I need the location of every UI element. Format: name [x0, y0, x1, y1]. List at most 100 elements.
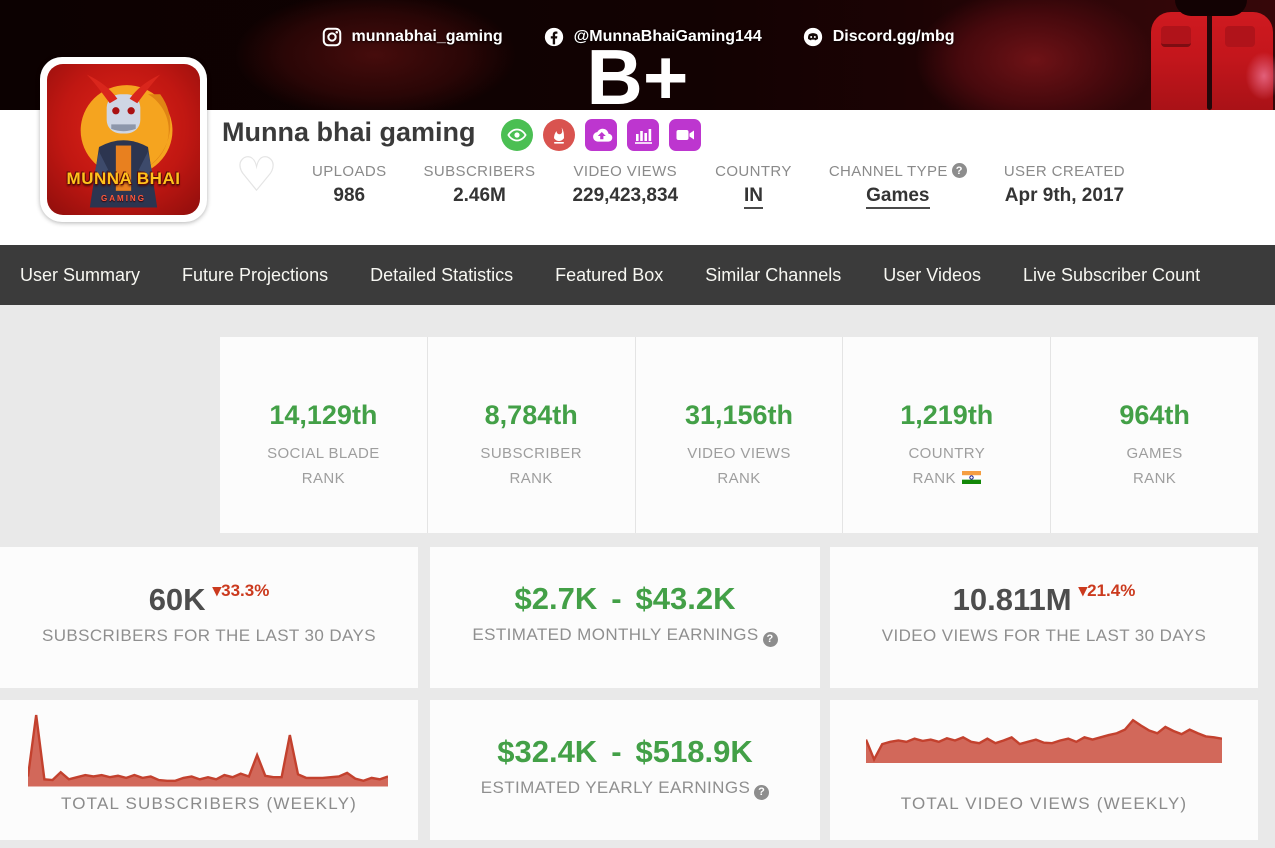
banner-mascot-silhouette: [210, 0, 540, 110]
channel-type-help-icon[interactable]: ?: [951, 163, 967, 178]
channel-type-link[interactable]: Games: [866, 185, 930, 209]
subscribers-30-days-label: SUBSCRIBERS FOR THE LAST 30 DAYS: [41, 626, 376, 645]
monthly-earnings-value: $2.7K - $43.2K: [514, 581, 736, 616]
channel-title: Munna bhai gaming: [222, 117, 476, 147]
total-subscribers-sparkline: [28, 712, 388, 787]
total-subscribers-chart-caption: TOTAL SUBSCRIBERS (WEEKLY): [60, 794, 357, 813]
stat-country: COUNTRY IN: [715, 163, 792, 209]
channel-stats-row: UPLOADS 986 SUBSCRIBERS 2.46M VIDEO VIEW…: [312, 163, 1125, 209]
stat-uploads-value: 986: [333, 185, 366, 206]
games-rank-label: GAMES RANK: [1126, 445, 1183, 487]
avatar-artwork: MUNNA BHAI GAMING: [47, 64, 200, 215]
country-rank-label: COUNTRY RANK: [843, 441, 1050, 492]
cloud-upload-icon[interactable]: [585, 119, 617, 151]
subscribers-delta: ▾33.3%: [212, 581, 270, 600]
stat-uploads: UPLOADS 986: [312, 163, 387, 207]
stat-user-created-label: USER CREATED: [1003, 163, 1126, 180]
stat-channel-type: CHANNEL TYPE? Games: [829, 163, 967, 209]
video-views-rank-label: VIDEO VIEWS RANK: [687, 445, 791, 487]
tab-similar-channels[interactable]: Similar Channels: [705, 264, 842, 285]
social-blade-rank: 14,129th SOCIAL BLADE RANK: [220, 337, 428, 533]
video-camera-icon[interactable]: [669, 119, 701, 151]
yearly-earnings-value: $32.4K - $518.9K: [497, 734, 753, 769]
monthly-earnings-help-icon[interactable]: ?: [762, 631, 778, 647]
games-rank-value: 964th: [1119, 400, 1190, 430]
channel-banner: munnabhai_gaming @MunnaBhaiGaming144 Dis…: [0, 0, 1275, 110]
yearly-earnings-help-icon[interactable]: ?: [754, 784, 770, 800]
stat-uploads-label: UPLOADS: [312, 163, 387, 180]
social-blade-rank-label: SOCIAL BLADE RANK: [267, 445, 380, 487]
monthly-earnings-label: ESTIMATED MONTHLY EARNINGS?: [430, 625, 820, 647]
discord-link[interactable]: Discord.gg/mbg: [802, 26, 955, 48]
yearly-earnings-label: ESTIMATED YEARLY EARNINGS?: [430, 778, 820, 800]
banner-pink-glow: [1241, 46, 1275, 106]
channel-avatar: MUNNA BHAI GAMING: [40, 57, 207, 222]
subscribers-30-days-card: 60K ▾33.3% SUBSCRIBERS FOR THE LAST 30 DA…: [0, 547, 418, 688]
avatar-subtitle-text: GAMING: [101, 194, 146, 203]
eye-icon[interactable]: [501, 119, 533, 151]
video-views-delta: ▾21.4%: [1078, 581, 1136, 600]
stat-user-created-value: Apr 9th, 2017: [1004, 185, 1125, 206]
video-views-rank: 31,156th VIDEO VIEWS RANK: [636, 337, 844, 533]
stat-subscribers: SUBSCRIBERS 2.46M: [424, 163, 536, 207]
banner-social-links: munnabhai_gaming @MunnaBhaiGaming144 Dis…: [321, 26, 955, 48]
tab-live-subscriber-count[interactable]: Live Subscriber Count: [1023, 264, 1201, 285]
subscriber-rank-label: SUBSCRIBER RANK: [480, 445, 582, 487]
avatar-name-text: MUNNA BHAI: [66, 169, 181, 188]
country-link[interactable]: IN: [743, 185, 763, 209]
stat-video-views-value: 229,423,834: [572, 185, 679, 206]
favorite-heart-button[interactable]: ♡: [235, 149, 279, 202]
subscribers-30-days-value: 60K: [148, 582, 206, 617]
flame-icon[interactable]: [543, 119, 575, 151]
country-rank: 1,219th COUNTRY RANK: [843, 337, 1052, 533]
grade-value: B+: [586, 33, 689, 121]
facebook-icon: [543, 26, 565, 48]
avatar-mascot-graphic: [80, 74, 173, 208]
banner-figure-hair: [1175, 0, 1247, 16]
tab-future-projections[interactable]: Future Projections: [182, 264, 329, 285]
india-flag-icon: [961, 467, 981, 492]
video-views-rank-value: 31,156th: [684, 400, 794, 430]
tab-detailed-statistics[interactable]: Detailed Statistics: [370, 264, 514, 285]
video-views-30-days-label: VIDEO VIEWS FOR THE LAST 30 DAYS: [881, 626, 1207, 645]
profile-header: MUNNA BHAI GAMING Munna bhai gaming ♡: [0, 57, 1275, 245]
stat-subscribers-value: 2.46M: [453, 185, 506, 206]
facebook-link[interactable]: @MunnaBhaiGaming144: [543, 26, 762, 48]
stat-channel-type-label: CHANNEL TYPE?: [829, 163, 967, 180]
bar-chart-icon[interactable]: [627, 119, 659, 151]
total-video-views-sparkline: [866, 716, 1222, 764]
total-video-views-chart-caption: TOTAL VIDEO VIEWS (WEEKLY): [900, 794, 1188, 813]
stat-user-created: USER CREATED Apr 9th, 2017: [1004, 163, 1125, 207]
instagram-link[interactable]: munnabhai_gaming: [321, 26, 503, 48]
stat-video-views: VIDEO VIEWS 229,423,834: [572, 163, 678, 207]
down-arrow-icon: ▾: [212, 581, 222, 600]
games-rank: 964th GAMES RANK: [1051, 337, 1258, 533]
video-views-30-days-value: 10.811M: [952, 582, 1072, 617]
total-video-views-chart-card: TOTAL VIDEO VIEWS (WEEKLY): [830, 700, 1258, 840]
video-views-30-days-card: 10.811M ▾21.4% VIDEO VIEWS FOR THE LAST 3…: [830, 547, 1258, 688]
stat-country-label: COUNTRY: [715, 163, 792, 180]
section-navbar: User Summary Future Projections Detailed…: [0, 245, 1275, 305]
tab-user-videos[interactable]: User Videos: [883, 264, 981, 285]
facebook-handle: @MunnaBhaiGaming144: [573, 28, 762, 45]
subscriber-rank: 8,784th SUBSCRIBER RANK: [428, 337, 636, 533]
ranks-card: 14,129th SOCIAL BLADE RANK 8,784th SUBSCR…: [220, 337, 1258, 533]
channel-badges: [501, 119, 701, 151]
stat-video-views-label: VIDEO VIEWS: [573, 163, 678, 180]
monthly-earnings-card: $2.7K - $43.2K ESTIMATED MONTHLY EARNINGS?: [430, 547, 820, 688]
banner-red-smoke: [885, 0, 1185, 110]
yearly-earnings-card: $32.4K - $518.9K ESTIMATED YEARLY EARNINGS…: [430, 700, 820, 840]
country-rank-value: 1,219th: [900, 400, 994, 430]
stat-subscribers-label: SUBSCRIBERS: [423, 163, 536, 180]
tab-featured-box[interactable]: Featured Box: [555, 264, 664, 285]
total-subscribers-chart-card: TOTAL SUBSCRIBERS (WEEKLY): [0, 700, 418, 840]
social-blade-rank-value: 14,129th: [269, 400, 378, 430]
subscriber-rank-value: 8,784th: [484, 400, 578, 430]
instagram-handle: munnabhai_gaming: [351, 28, 503, 45]
down-arrow-icon: ▾: [1078, 581, 1088, 600]
discord-icon: [802, 26, 824, 48]
discord-handle: Discord.gg/mbg: [832, 28, 955, 45]
tab-user-summary[interactable]: User Summary: [20, 264, 141, 285]
instagram-icon: [321, 26, 343, 48]
